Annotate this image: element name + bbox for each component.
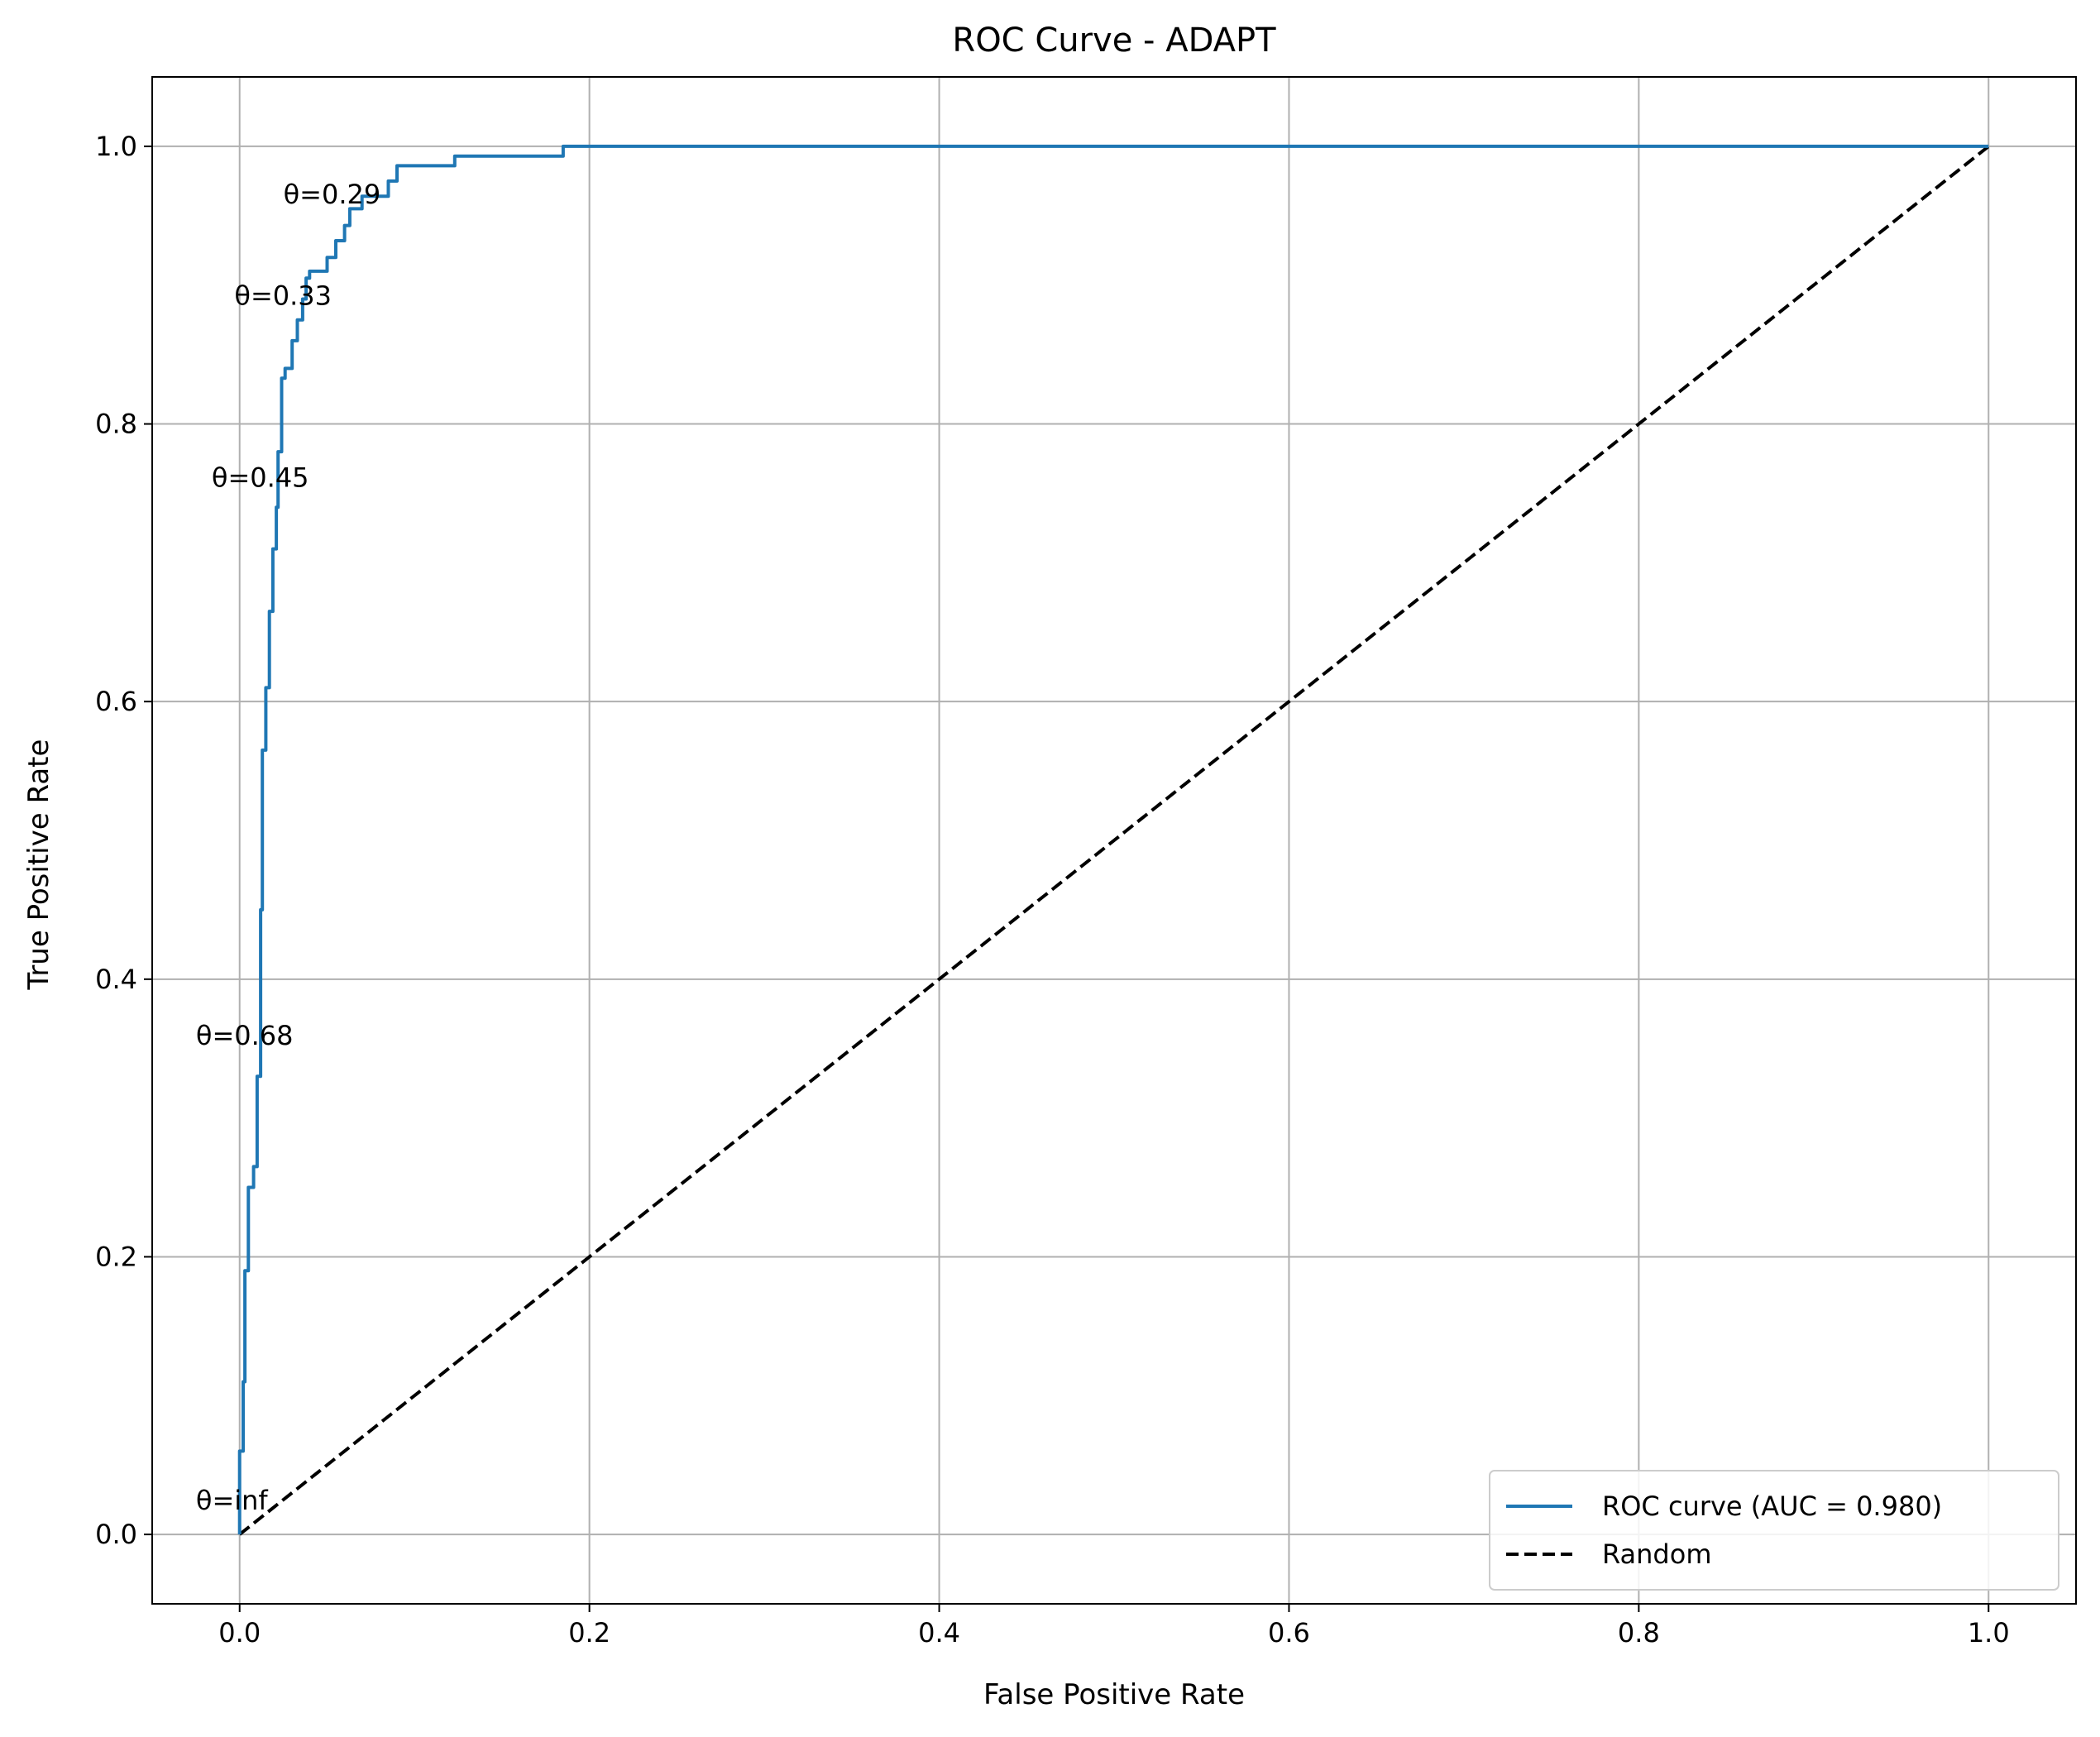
roc-curve-line [237, 144, 1989, 1535]
legend-box [1489, 1470, 2059, 1591]
plot-area-frame [151, 76, 2077, 1605]
y-tick-label: 0.0 [95, 1519, 137, 1550]
x-tick-label: 0.6 [1268, 1617, 1310, 1648]
threshold-annotation: θ=0.68 [196, 1020, 294, 1051]
annotations: θ=inf θ=0.68 θ=0.45 θ=0.33 θ=0.29 [196, 179, 380, 1516]
x-tick-label: 0.2 [568, 1617, 610, 1648]
x-tick-label: 0.4 [918, 1617, 960, 1648]
y-tick-label: 0.2 [95, 1241, 137, 1272]
chart-title: ROC Curve - ADAPT [952, 22, 1276, 60]
axis-ticks: 0.0 0.2 0.4 0.6 0.8 1.0 0.0 0.2 0.4 0.6 0.8 1.0 [95, 131, 2010, 1648]
y-tick-label: 0.4 [95, 964, 137, 995]
y-tick-label: 1.0 [95, 131, 137, 162]
random-baseline-line [238, 145, 1990, 1536]
grid-lines [152, 77, 2076, 1604]
x-tick-label: 0.8 [1618, 1617, 1660, 1648]
threshold-annotation: θ=inf [196, 1485, 269, 1516]
y-tick-label: 0.6 [95, 686, 137, 717]
y-tick-label: 0.8 [95, 409, 137, 440]
threshold-annotation: θ=0.29 [284, 179, 381, 210]
legend: ROC curve (AUC = 0.980) Random [1489, 1470, 2059, 1591]
threshold-annotation: θ=0.33 [234, 280, 332, 311]
x-axis-label: False Positive Rate [983, 1678, 1245, 1711]
legend-label: ROC curve (AUC = 0.980) [1602, 1491, 1942, 1522]
x-tick-label: 1.0 [1968, 1617, 2010, 1648]
threshold-annotation: θ=0.45 [212, 462, 309, 493]
y-axis-label: True Positive Rate [22, 739, 55, 991]
series-layer [237, 144, 1990, 1536]
x-tick-label: 0.0 [218, 1617, 261, 1648]
legend-label: Random [1602, 1538, 1711, 1570]
